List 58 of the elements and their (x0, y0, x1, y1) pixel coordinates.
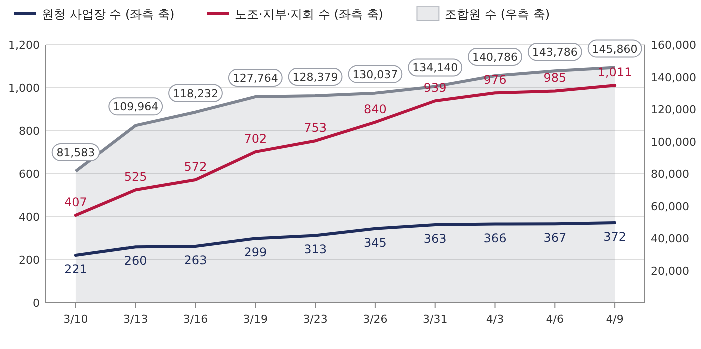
data-label: 299 (244, 246, 268, 260)
data-label: 81,583 (56, 146, 96, 160)
data-label: 263 (184, 253, 208, 268)
data-label: 260 (124, 254, 148, 268)
data-label: 130,037 (352, 68, 398, 82)
y2-tick-label: 140,000 (651, 71, 696, 84)
data-label: 407 (64, 195, 88, 210)
data-label: 143,786 (532, 46, 578, 60)
x-tick-label: 3/16 (183, 313, 208, 326)
y-tick-label: 600 (19, 168, 40, 181)
data-label: 367 (544, 231, 567, 246)
y-tick-label: 1,200 (8, 39, 40, 52)
data-label: 313 (304, 242, 328, 257)
y-tick-label: 800 (19, 125, 40, 138)
y-tick-label: 0 (33, 297, 40, 310)
data-label: 1,011 (598, 66, 632, 80)
legend-label: 원청 사업장 수 (좌측 축) (42, 8, 175, 22)
data-label: 134,140 (412, 62, 458, 75)
legend-label: 노조·지부·지회 수 (좌측 축) (235, 8, 384, 22)
y2-tick-label: 20,000 (651, 264, 690, 278)
x-tick-label: 4/6 (546, 313, 564, 326)
legend-label: 조합원 수 (우측 축) (445, 8, 550, 22)
data-label: 840 (364, 102, 387, 116)
data-label: 702 (244, 132, 268, 146)
y2-tick-label: 100,000 (651, 136, 696, 149)
data-label: 109,964 (113, 100, 159, 114)
x-tick-label: 3/31 (423, 313, 448, 326)
data-label: 525 (124, 170, 148, 184)
data-label: 753 (304, 121, 328, 136)
data-label: 118,232 (173, 87, 218, 100)
y2-tick-label: 80,000 (651, 168, 690, 181)
data-label: 985 (544, 71, 567, 86)
y2-tick-label: 40,000 (651, 232, 690, 246)
x-tick-label: 4/3 (486, 313, 504, 326)
data-label: 145,860 (592, 42, 638, 56)
y-tick-label: 400 (19, 211, 40, 224)
data-label: 372 (604, 230, 627, 244)
data-label: 140,786 (472, 50, 518, 64)
data-label: 221 (64, 262, 88, 276)
x-tick-label: 3/23 (303, 313, 328, 326)
data-label: 976 (484, 73, 507, 88)
data-label: 366 (484, 231, 507, 246)
data-label: 572 (184, 160, 208, 174)
y-tick-label: 200 (19, 254, 40, 267)
data-label: 939 (424, 81, 447, 96)
y2-tick-label: 160,000 (651, 39, 696, 52)
x-tick-label: 3/10 (64, 313, 88, 326)
x-tick-label: 3/19 (243, 313, 268, 326)
x-tick-label: 3/26 (363, 313, 388, 326)
y2-tick-label: 60,000 (651, 200, 690, 214)
x-tick-label: 4/9 (606, 313, 624, 326)
data-label: 127,764 (232, 72, 278, 85)
x-tick-label: 3/13 (124, 313, 148, 326)
data-label: 363 (424, 232, 447, 246)
y2-tick-label: 120,000 (651, 104, 696, 116)
y-tick-label: 1,000 (8, 82, 40, 95)
data-label: 128,379 (292, 70, 338, 84)
data-label: 345 (364, 236, 387, 250)
